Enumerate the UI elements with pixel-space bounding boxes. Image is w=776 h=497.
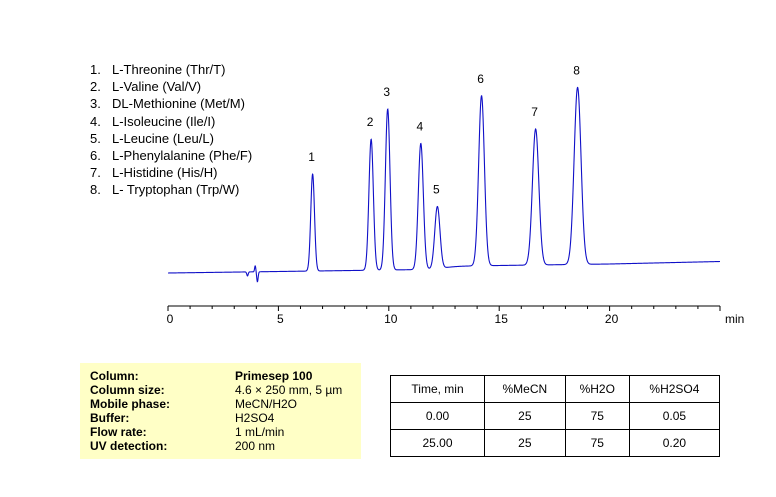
gradient-cell: 75 <box>564 402 630 430</box>
gradient-cell: 0.00 <box>389 402 486 430</box>
gradient-table: Time, min %MeCN %H2O %H2SO4 0.00 25 75 0… <box>389 375 721 457</box>
peak-label: 7 <box>531 105 538 119</box>
gradient-cell: 25.00 <box>389 429 486 457</box>
peak-label: 8 <box>573 63 580 77</box>
chromatogram: 0 5 10 15 20 min 1 2 3 4 5 6 7 8 <box>167 63 745 326</box>
gradient-cell: 25 <box>484 402 566 430</box>
legend-item: 7. L-Histidine (His/H) <box>90 165 218 181</box>
compound-legend: 1. L-Threonine (Thr/T) 2. L-Valine (Val/V)… <box>90 61 252 199</box>
peak-label: 5 <box>433 182 440 196</box>
gradient-cell: 25 <box>484 429 566 457</box>
peak-label: 3 <box>383 85 390 99</box>
gradient-row: 0.00 25 75 0.05 <box>389 402 721 430</box>
peak-label: 1 <box>308 150 315 164</box>
gradient-header: %MeCN <box>484 375 566 403</box>
peak-label: 2 <box>367 115 374 129</box>
legend-item: 1. L-Threonine (Thr/T) <box>90 62 226 77</box>
peak-label: 6 <box>477 72 484 86</box>
x-axis-label: min <box>725 312 744 326</box>
legend-item: 5. L-Leucine (Leu/L) <box>90 130 214 146</box>
legend-item: 8. L- Tryptophan (Trp/W) <box>90 182 240 198</box>
gradient-cell: 0.05 <box>628 402 721 430</box>
legend-item: 3. DL-Methionine (Met/M) <box>90 96 245 112</box>
chromatogram-trace <box>168 86 721 283</box>
peak-labels: 1 2 3 4 5 6 7 8 <box>308 63 580 196</box>
conditions-panel: Column: Primesep 100 Column size: 4.6 × 25… <box>80 363 361 459</box>
x-tick-label: 0 <box>167 312 174 326</box>
legend-item: 4. L-Isoleucine (Ile/I) <box>90 113 216 129</box>
x-tick-label: 15 <box>495 312 509 326</box>
legend-item: 6. L-Phenylalanine (Phe/F) <box>90 148 253 164</box>
gradient-header: %H2O <box>564 375 630 403</box>
gradient-row: 25.00 25 75 0.20 <box>389 429 721 457</box>
x-tick-label: 20 <box>605 312 619 326</box>
gradient-header: %H2SO4 <box>628 375 721 403</box>
x-axis: 0 5 10 15 20 min <box>167 305 744 326</box>
gradient-header-row: Time, min %MeCN %H2O %H2SO4 <box>389 375 721 403</box>
gradient-cell: 75 <box>564 429 630 457</box>
gradient-cell: 0.20 <box>628 429 721 457</box>
x-tick-label: 10 <box>384 312 398 326</box>
gradient-header: Time, min <box>389 375 486 403</box>
peak-label: 4 <box>416 119 423 133</box>
legend-item: 2. L-Valine (Val/V) <box>90 79 202 95</box>
x-tick-label: 5 <box>277 312 284 326</box>
